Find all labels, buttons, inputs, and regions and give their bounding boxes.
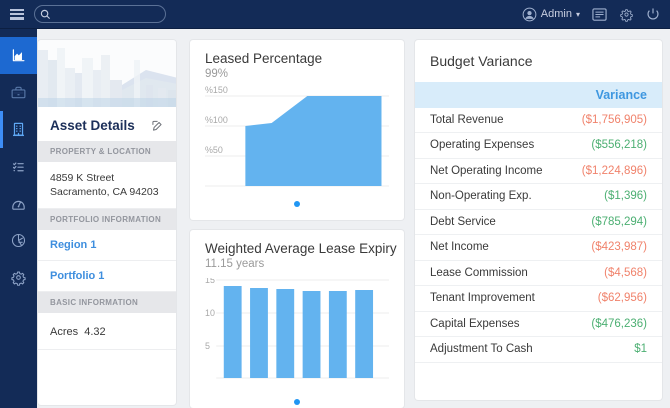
svg-text:5: 5: [205, 341, 210, 351]
svg-text:10: 10: [205, 308, 215, 318]
svg-text:%100: %100: [205, 115, 228, 125]
svg-text:%150: %150: [205, 86, 228, 95]
svg-text:15: 15: [205, 278, 215, 285]
svg-text:%50: %50: [205, 145, 223, 155]
